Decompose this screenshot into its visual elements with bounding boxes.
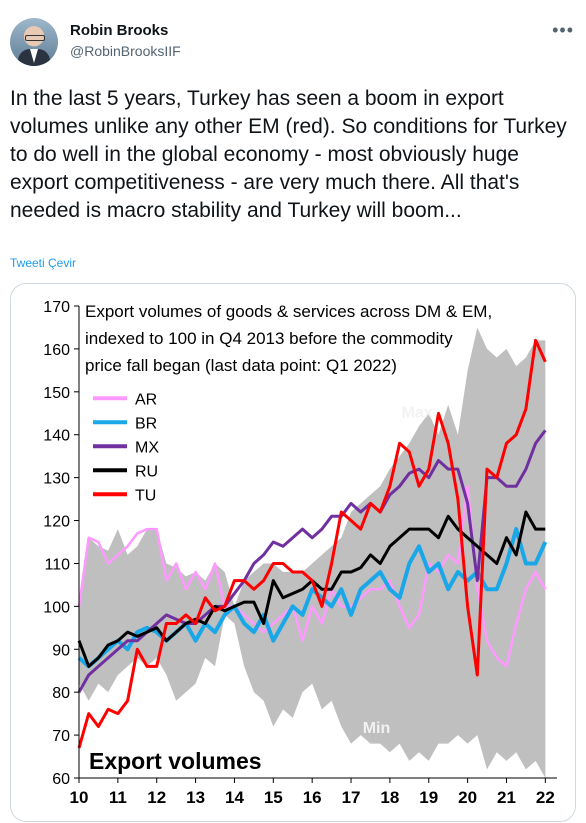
y-tick-label: 160 — [43, 342, 70, 359]
y-tick-label: 60 — [52, 771, 70, 788]
author-name[interactable]: Robin Brooks — [70, 22, 169, 39]
chart-title-line: price fall began (last data point: Q1 20… — [85, 356, 397, 375]
y-tick-label: 150 — [43, 385, 70, 402]
chart-title-line: Export volumes of goods & services acros… — [85, 302, 492, 321]
x-tick-label: 15 — [264, 788, 283, 807]
tweet-text: In the last 5 years, Turkey has seen a b… — [10, 87, 573, 222]
tweet-header: Robin Brooks @RobinBrooksIIF ••• — [10, 16, 576, 68]
series-line-mx — [77, 429, 547, 693]
x-tick-label: 16 — [303, 788, 322, 807]
x-tick-label: 21 — [497, 788, 516, 807]
y-tick-label: 90 — [52, 642, 70, 659]
band-min-label: Min — [363, 720, 391, 737]
x-tick-label: 22 — [536, 788, 555, 807]
export-volumes-chart: 60 70 80 90 100 110 120 130 140 150 160 170 10 11 12 13… — [43, 299, 557, 807]
tweet-media[interactable]: 60 70 80 90 100 110 120 130 140 150 160 170 10 11 12 13… — [10, 283, 576, 822]
y-tick-label: 140 — [43, 428, 70, 445]
x-tick-label: 11 — [109, 788, 127, 807]
x-tick-label: 10 — [70, 788, 89, 807]
x-tick-label: 17 — [342, 788, 361, 807]
series-line-br — [77, 527, 548, 669]
chart-text: Export volumes of goods & services acros… — [85, 302, 492, 774]
y-tick-label: 120 — [43, 514, 70, 531]
band-max-label: Max — [402, 405, 433, 422]
x-tick-label: 13 — [186, 788, 205, 807]
y-tick-label: 70 — [52, 728, 70, 745]
chart-title-line: indexed to 100 in Q4 2013 before the com… — [85, 329, 453, 348]
y-tick-label: 80 — [52, 685, 70, 702]
series-line-ar — [77, 484, 547, 668]
avatar[interactable] — [10, 18, 58, 66]
x-tick-label: 19 — [419, 788, 438, 807]
x-tick-label: 20 — [458, 788, 477, 807]
translate-link[interactable]: Tweeti Çevir — [10, 256, 77, 270]
x-tick-label: 14 — [225, 788, 244, 807]
chart-bottom-label: Export volumes — [89, 748, 262, 774]
x-tick-label: 18 — [380, 788, 399, 807]
legend-label-ar: AR — [135, 391, 157, 408]
more-icon[interactable]: ••• — [552, 20, 574, 40]
y-tick-label: 130 — [43, 471, 70, 488]
author-handle[interactable]: @RobinBrooksIIF — [70, 43, 181, 59]
y-tick-label: 110 — [44, 556, 70, 573]
series-line-tu — [77, 338, 547, 749]
legend-label-ru: RU — [135, 463, 158, 480]
y-tick-label: 100 — [43, 599, 70, 616]
minmax-band — [79, 327, 546, 778]
axes: 60 70 80 90 100 110 120 130 140 150 160 170 10 11 12 13… — [43, 299, 557, 807]
legend-label-br: BR — [135, 415, 157, 432]
series-lines — [77, 338, 548, 749]
legend-label-tu: TU — [135, 487, 156, 504]
legend-label-mx: MX — [135, 439, 159, 456]
x-tick-label: 12 — [147, 788, 166, 807]
band-area — [79, 327, 546, 778]
y-tick-label: 170 — [43, 299, 70, 316]
